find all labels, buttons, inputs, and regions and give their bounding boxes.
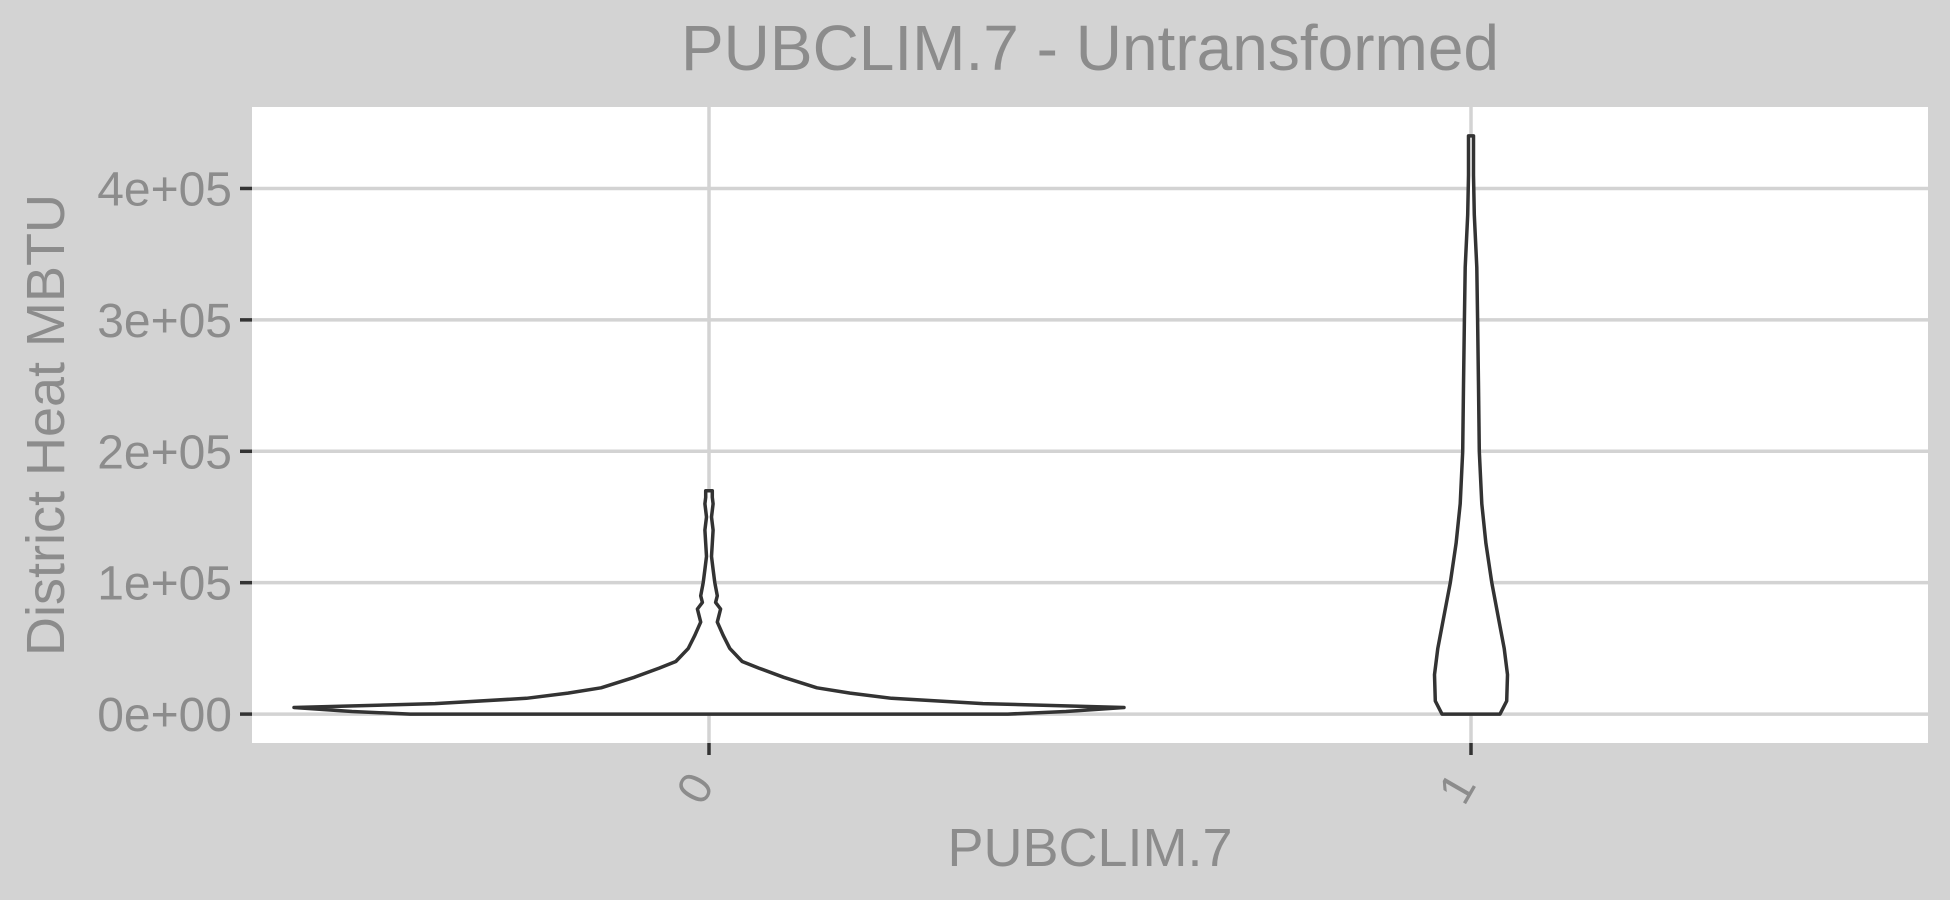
y-tick-label: 1e+05 [97, 558, 232, 611]
chart-title: PUBCLIM.7 - Untransformed [681, 12, 1499, 84]
y-tick-label: 0e+00 [97, 689, 232, 742]
plot-panel [252, 107, 1928, 743]
x-axis-title: PUBCLIM.7 [947, 818, 1232, 878]
violin-0 [292, 488, 1126, 716]
y-axis: 0e+00 1e+05 2e+05 3e+05 4e+05 [97, 163, 252, 742]
violin-1 [1432, 134, 1510, 716]
y-tick-label: 2e+05 [97, 426, 232, 479]
y-tick-label: 3e+05 [97, 295, 232, 348]
y-tick-label: 4e+05 [97, 163, 232, 216]
y-axis-title: District Heat MBTU [16, 194, 76, 656]
violins [292, 134, 1510, 716]
